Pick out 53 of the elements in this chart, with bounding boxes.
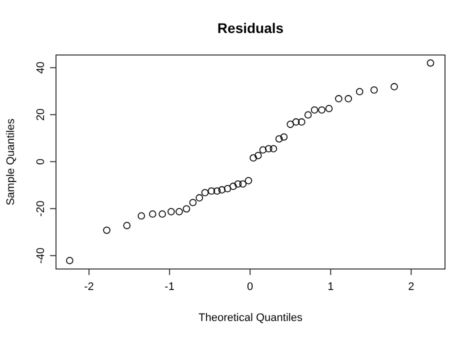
y-tick-label: 40 [35,62,47,74]
point [148,210,156,218]
point [286,120,294,128]
point [250,154,257,162]
point [224,185,232,192]
point [280,133,288,141]
point [182,205,190,213]
point [189,198,197,206]
y-tick-label: 20 [35,108,47,121]
point [298,118,306,126]
point [176,208,183,216]
point [103,226,110,234]
x-tick-label: 0 [247,281,254,293]
point [138,212,146,220]
x-axis-title: Theoretical Quantiles [198,312,303,324]
point [318,106,326,114]
point [244,177,252,184]
x-tick-label: 2 [408,281,414,293]
y-axis-title: Sample Quantiles [5,118,17,206]
chart-title: Residuals [217,20,284,36]
x-tick-label: -2 [84,281,94,293]
point [196,194,204,202]
x-tick-label: 1 [328,281,334,293]
point [201,189,209,196]
y-tick-label: -20 [35,200,47,217]
point [275,135,283,143]
point [356,88,364,96]
x-tick-label: -1 [164,281,174,293]
point [158,210,166,218]
y-tick-label: -40 [35,248,47,264]
point [310,106,318,114]
point [344,95,352,102]
y-tick-label: 0 [35,158,47,165]
point [335,95,342,102]
point [264,145,272,152]
point [123,222,131,230]
point [239,180,246,188]
point [168,208,175,216]
point [234,180,242,188]
point [390,83,398,90]
point [213,187,221,195]
point [292,118,300,126]
point [208,187,216,195]
point [230,182,237,190]
point [426,59,434,67]
point [325,104,333,112]
point [254,152,262,160]
point [218,186,226,194]
point [66,256,74,264]
point [304,111,312,119]
point [270,145,278,152]
point [259,146,267,154]
point [370,86,378,94]
